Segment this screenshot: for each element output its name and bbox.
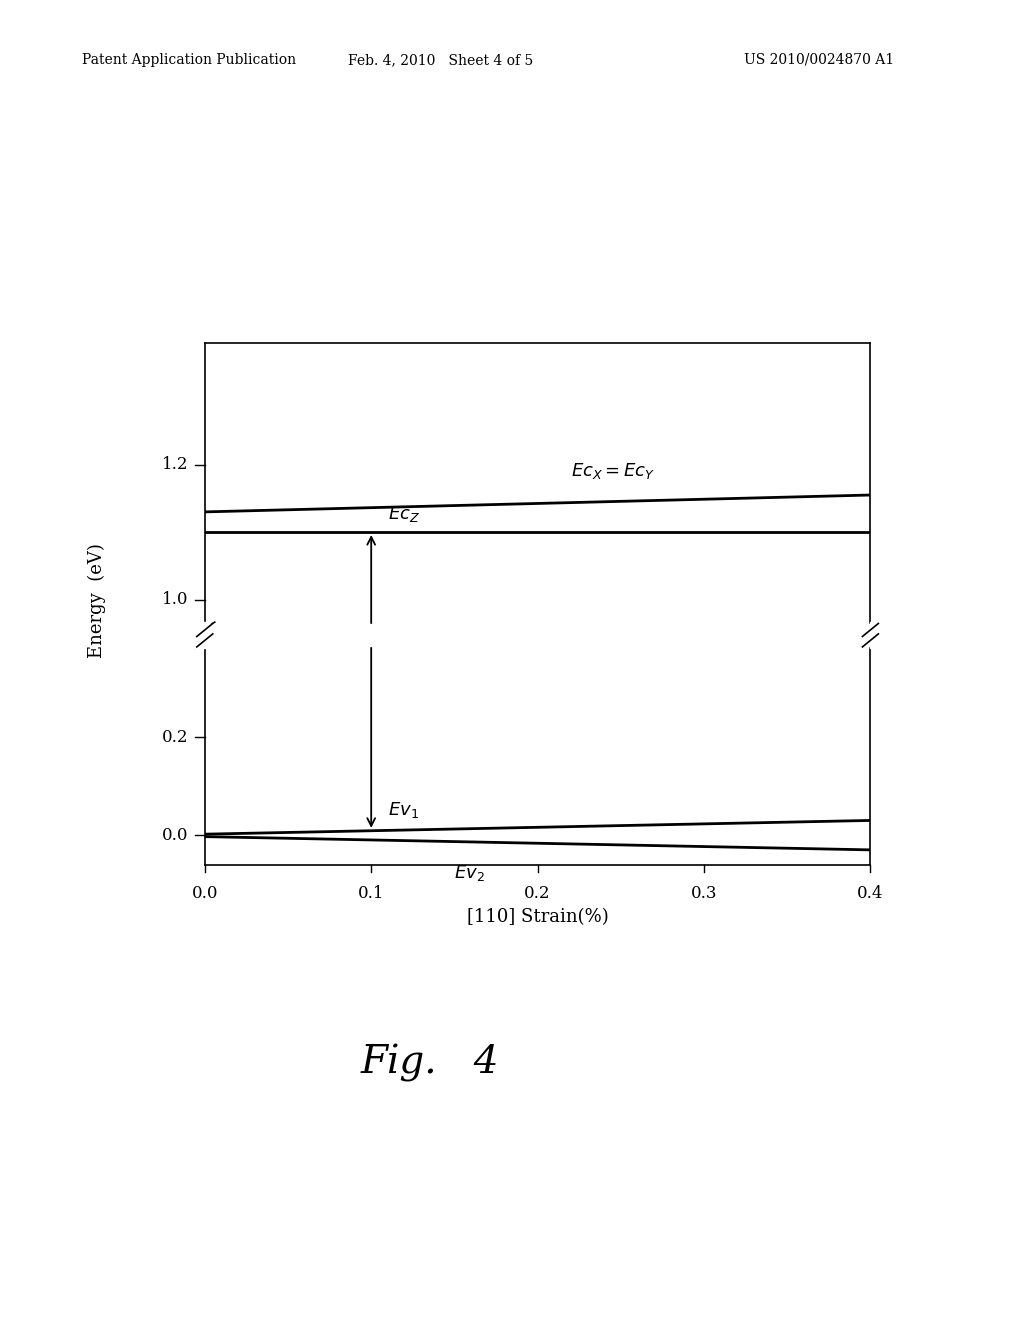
Text: $Ev_1$: $Ev_1$ [388, 800, 419, 820]
Text: 0.2: 0.2 [162, 729, 188, 746]
Text: 0.2: 0.2 [524, 886, 551, 903]
Text: Patent Application Publication: Patent Application Publication [82, 53, 296, 67]
Text: $Ec_X=Ec_Y$: $Ec_X=Ec_Y$ [571, 461, 655, 482]
Text: 0.1: 0.1 [358, 886, 384, 903]
Text: 0.0: 0.0 [162, 826, 188, 843]
Text: Feb. 4, 2010   Sheet 4 of 5: Feb. 4, 2010 Sheet 4 of 5 [348, 53, 532, 67]
Text: 0.0: 0.0 [191, 886, 218, 903]
Text: 1.0: 1.0 [162, 591, 188, 609]
Text: Energy  (eV): Energy (eV) [88, 543, 106, 659]
Text: Fig.   4: Fig. 4 [360, 1044, 500, 1081]
Text: US 2010/0024870 A1: US 2010/0024870 A1 [744, 53, 894, 67]
Text: $Ec_Z$: $Ec_Z$ [388, 503, 420, 524]
Text: 0.4: 0.4 [857, 886, 884, 903]
Text: [110] Strain(%): [110] Strain(%) [467, 908, 608, 927]
Text: 0.3: 0.3 [691, 886, 717, 903]
Text: $Ev_2$: $Ev_2$ [455, 863, 485, 883]
Text: 1.2: 1.2 [162, 457, 188, 473]
